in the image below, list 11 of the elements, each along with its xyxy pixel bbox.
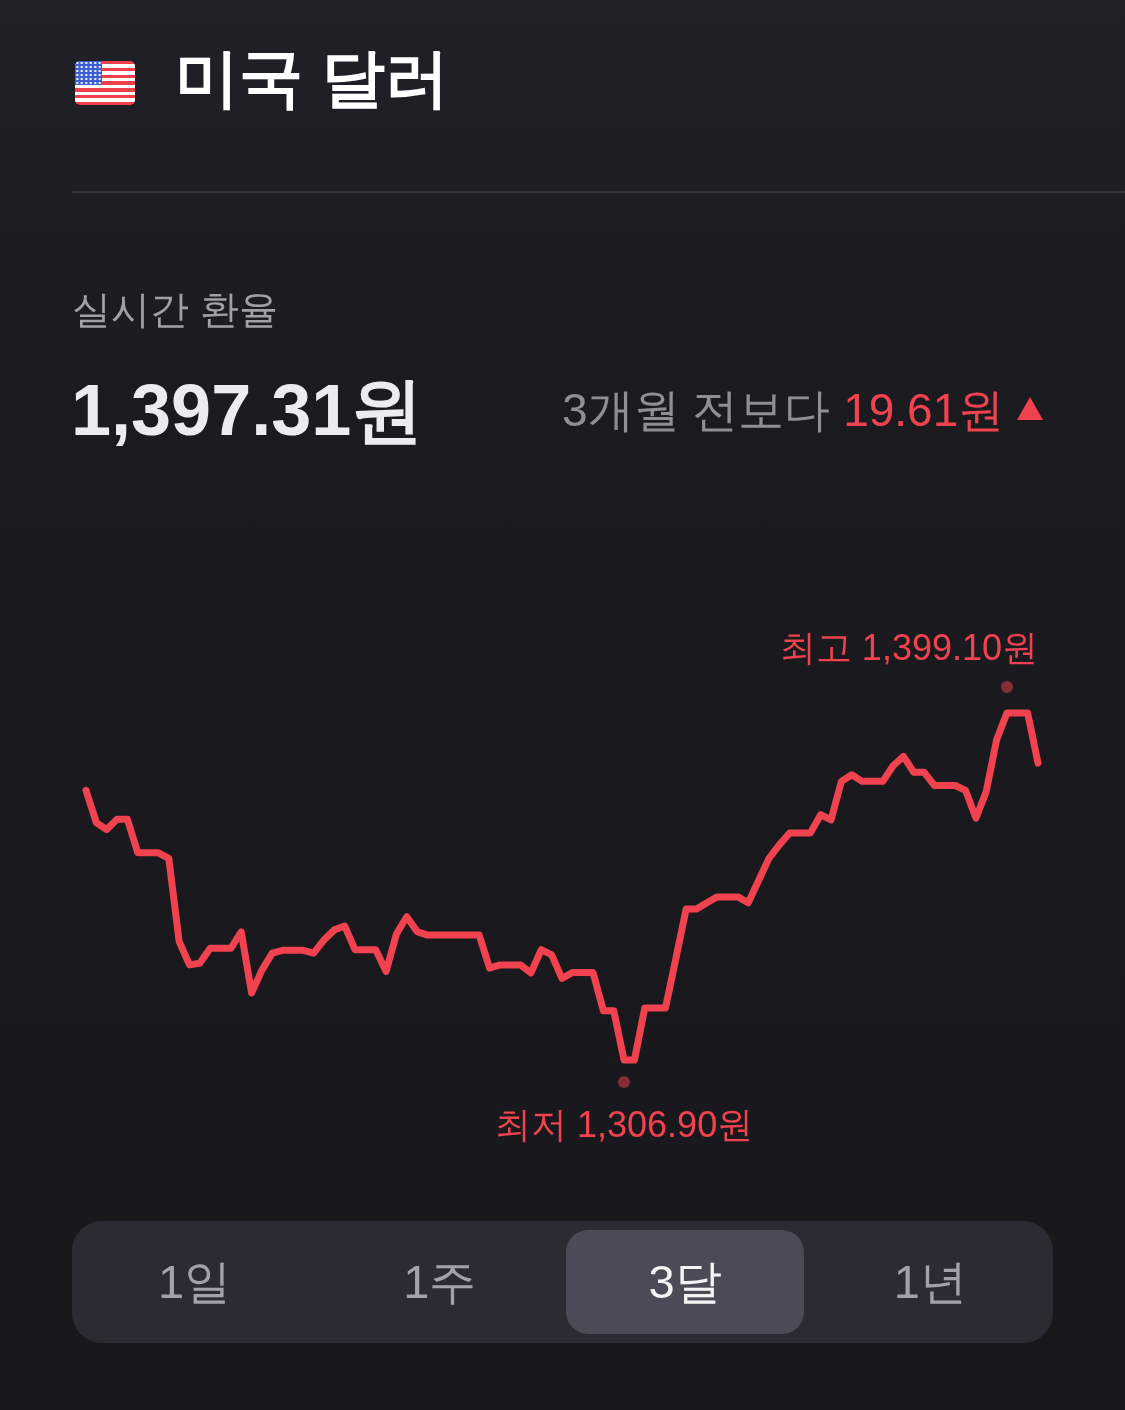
tab[interactable]: 1일 bbox=[75, 1230, 314, 1334]
text: 최고 1,399.10원 bbox=[779, 627, 1039, 668]
text: 19.61원 bbox=[843, 384, 1005, 436]
chart-subtitle: 실시간 환율 bbox=[72, 287, 278, 333]
tab[interactable]: 1년 bbox=[811, 1230, 1050, 1334]
chart-title: 미국 달러 bbox=[175, 41, 449, 116]
text: 3개월 전보다 bbox=[562, 384, 831, 436]
text: 최저 1,306.90원 bbox=[495, 1104, 754, 1145]
text: 1,397.31원 bbox=[71, 369, 424, 452]
tab[interactable]: 1주 bbox=[320, 1230, 559, 1334]
selected-tab[interactable]: 3달 bbox=[566, 1230, 805, 1334]
